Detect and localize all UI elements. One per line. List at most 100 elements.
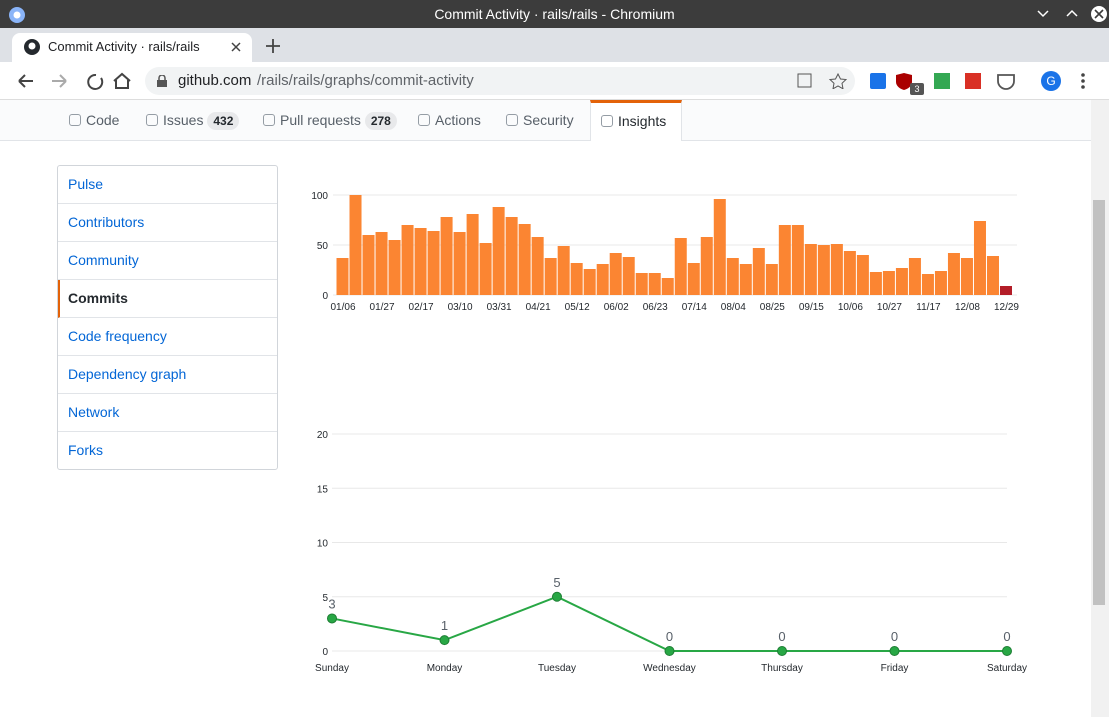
bar: [973, 221, 986, 295]
bar: [401, 225, 414, 295]
bar: [557, 246, 570, 295]
tab-close[interactable]: [230, 41, 242, 53]
bar: [518, 224, 531, 295]
extensions[interactable]: [868, 71, 1018, 93]
bar: [349, 195, 362, 295]
bar: [869, 272, 882, 295]
browser-icon: [9, 7, 25, 23]
nav-count: 432: [207, 112, 240, 130]
sidebar-item[interactable]: Community: [58, 242, 277, 280]
point: [552, 591, 562, 602]
sidebar-item[interactable]: Pulse: [58, 166, 277, 204]
bar: [804, 244, 817, 295]
sidebar-item[interactable]: Commits: [58, 280, 277, 318]
data-label: 0: [891, 629, 898, 644]
bar: [843, 251, 856, 295]
nav-label: Pull requests: [280, 112, 361, 128]
scroll-thumb[interactable]: [1093, 200, 1105, 605]
bar: [882, 271, 895, 295]
data-label: 1: [441, 618, 448, 633]
nav-tab[interactable]: Actions: [418, 100, 488, 140]
bar: [479, 243, 492, 295]
bar: [700, 237, 713, 295]
bar: [375, 232, 388, 295]
x-tick-label: 06/02: [604, 302, 629, 313]
sidebar-item[interactable]: Dependency graph: [58, 356, 277, 394]
y-tick-label: 10: [317, 539, 329, 550]
sidebar-item[interactable]: Contributors: [58, 204, 277, 242]
nav-tab[interactable]: Issues 432: [146, 100, 246, 140]
bar: [596, 264, 609, 295]
new-tab[interactable]: [265, 38, 281, 54]
profile-avatar[interactable]: G: [1041, 71, 1061, 91]
y-tick-label: 100: [311, 191, 328, 202]
url-path: /rails/rails/graphs/commit-activity: [257, 72, 474, 89]
x-tick-label: 10/06: [838, 302, 863, 313]
bar: [492, 207, 505, 295]
nav-icon: [601, 115, 613, 127]
omnibox-icons[interactable]: [797, 73, 847, 89]
bar: [440, 217, 453, 295]
x-tick-label: 05/12: [565, 302, 590, 313]
bar: [674, 238, 687, 295]
bar: [999, 286, 1012, 295]
x-tick-label: Wednesday: [643, 663, 696, 674]
bar: [505, 217, 518, 295]
nav-tab[interactable]: Pull requests 278: [263, 100, 398, 140]
bar: [583, 269, 596, 295]
nav-icon: [263, 114, 275, 126]
x-tick-label: 02/17: [409, 302, 434, 313]
nav-tab[interactable]: Security: [506, 100, 586, 140]
bar: [531, 237, 544, 295]
bar: [778, 225, 791, 295]
x-tick-label: 03/31: [487, 302, 512, 313]
bar: [908, 258, 921, 295]
x-tick-label: 03/10: [448, 302, 473, 313]
nav-icon: [146, 114, 158, 126]
data-label: 5: [553, 575, 560, 590]
nav-buttons[interactable]: [16, 71, 136, 91]
x-tick-label: 04/21: [526, 302, 551, 313]
sidebar-item[interactable]: Code frequency: [58, 318, 277, 356]
sidebar-item[interactable]: Forks: [68, 442, 103, 458]
y-tick-label: 50: [317, 241, 329, 252]
browser-tab[interactable]: Commit Activity · rails/rails: [12, 33, 252, 62]
x-tick-label: Friday: [881, 663, 909, 674]
sidebar: Pulse Contributors Community Commits Code fr…: [57, 165, 278, 470]
favicon: [24, 39, 40, 55]
bar: [427, 231, 440, 295]
bar: [453, 232, 466, 295]
address-bar[interactable]: github.com/rails/rails/graphs/commit-act…: [145, 67, 855, 95]
bar: [609, 253, 622, 295]
x-tick-label: 08/25: [760, 302, 785, 313]
bar: [713, 199, 726, 295]
x-tick-label: Sunday: [315, 663, 349, 674]
bar: [544, 258, 557, 295]
bar: [635, 273, 648, 295]
x-tick-label: 01/06: [330, 302, 355, 313]
data-label: 0: [778, 629, 785, 644]
nav-icon: [69, 114, 81, 126]
nav-tab[interactable]: Code: [69, 100, 129, 140]
bar: [687, 263, 700, 295]
lock-icon: [157, 75, 167, 87]
menu-button[interactable]: [1078, 72, 1088, 90]
window-controls[interactable]: [1030, 4, 1109, 24]
bar: [388, 240, 401, 295]
sidebar-item[interactable]: Network: [58, 394, 277, 432]
y-tick-label: 0: [322, 291, 328, 302]
data-label: 0: [1003, 629, 1010, 644]
point: [1002, 646, 1012, 656]
y-tick-label: 15: [317, 484, 329, 495]
bar: [895, 268, 908, 295]
x-tick-label: 12/29: [994, 302, 1019, 313]
nav-label: Insights: [618, 113, 667, 129]
bar: [414, 228, 427, 295]
bar: [661, 278, 674, 295]
nav-tab[interactable]: Insights: [590, 100, 682, 141]
bar: [466, 214, 479, 295]
bar: [856, 255, 869, 295]
nav-icon: [506, 114, 518, 126]
